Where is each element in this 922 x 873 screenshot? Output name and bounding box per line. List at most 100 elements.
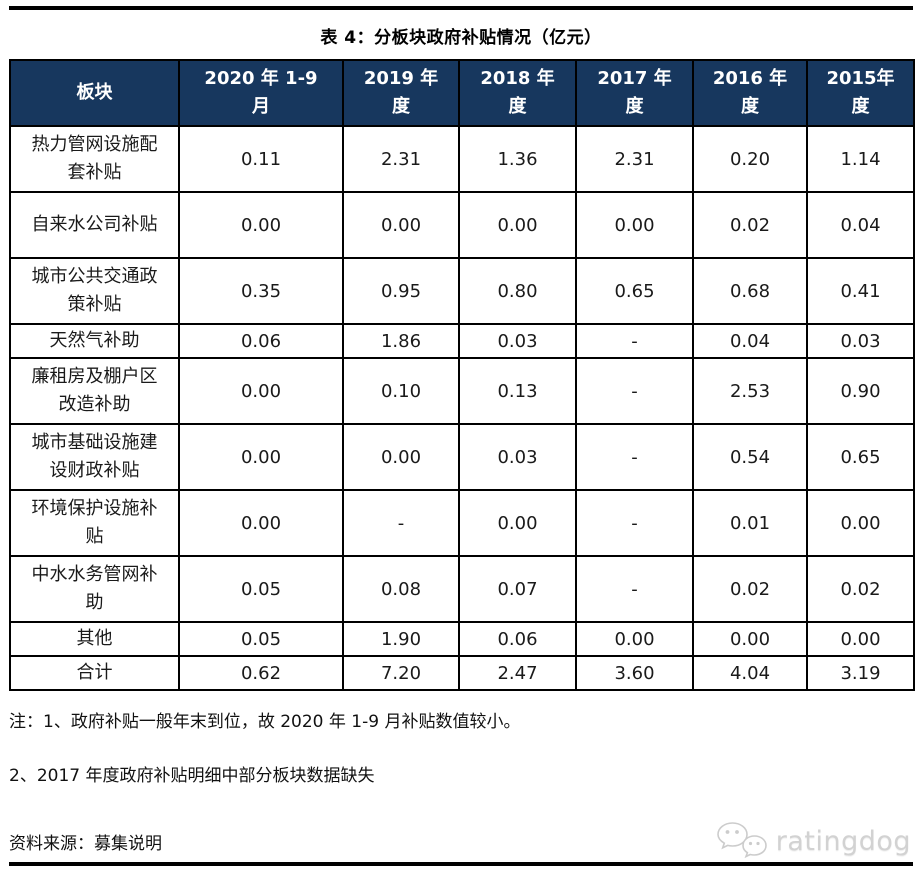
cell-value: 0.62: [178, 655, 344, 691]
note-1: 注：1、政府补贴一般年末到位，故 2020 年 1-9 月补贴数值较小。: [9, 712, 521, 732]
table-row: 城市基础设施建设财政补贴 0.00 0.00 0.03-0.54 0.65: [9, 423, 915, 491]
cell-value: 0.10: [342, 357, 460, 425]
cell-value: 0.00: [342, 191, 460, 259]
cell-value: 0.00: [692, 621, 808, 657]
cell-value: 0.05: [178, 621, 344, 657]
footer-row: 资料来源：募集说明 ratingdog: [9, 819, 913, 865]
table-row: 中水水务管网补助 0.05 0.08 0.07-0.02 0.02: [9, 555, 915, 623]
cell-value: 0.00: [806, 489, 915, 557]
cell-value: 0.00: [575, 191, 694, 259]
table-row: 热力管网设施配套补贴 0.11 2.31 1.36 2.31 0.20 1.14: [9, 125, 915, 193]
cell-value: 0.65: [575, 257, 694, 325]
cell-value: 0.00: [342, 423, 460, 491]
cell-value: -: [575, 423, 694, 491]
cell-value: 0.03: [458, 423, 577, 491]
row-label: 城市基础设施建设财政补贴: [9, 423, 180, 491]
data-source-label: 资料来源：募集说明: [9, 834, 162, 855]
cell-value: 2.53: [692, 357, 808, 425]
cell-value: 0.04: [806, 191, 915, 259]
table-row: 天然气补助 0.06 1.86 0.03-0.04 0.03: [9, 323, 915, 359]
column-header: 2020 年 1-9 月: [178, 59, 344, 127]
cell-value: 0.11: [178, 125, 344, 193]
cell-value: 0.90: [806, 357, 915, 425]
cell-value: -: [575, 357, 694, 425]
cell-value: 0.07: [458, 555, 577, 623]
cell-value: -: [342, 489, 460, 557]
header-row: 板块 2020 年 1-9 月 2019 年度 2018 年度 2017 年度 2016 年…: [9, 59, 915, 127]
row-label: 自来水公司补贴: [9, 191, 180, 259]
table-row: 其他 0.05 1.90 0.06 0.00 0.00 0.00: [9, 621, 915, 657]
top-divider: [9, 6, 913, 10]
wechat-chat-bubbles-icon: [714, 819, 770, 865]
table-row: 城市公共交通政策补贴 0.35 0.95 0.80 0.65 0.68 0.41: [9, 257, 915, 325]
cell-value: 4.04: [692, 655, 808, 691]
column-header: 2015年度: [806, 59, 915, 127]
table-row: 廉租房及棚户区改造补助 0.00 0.10 0.13-2.53 0.90: [9, 357, 915, 425]
table-row: 合计 0.62 7.20 2.47 3.60 4.04 3.19: [9, 655, 915, 691]
table-header: 板块 2020 年 1-9 月 2019 年度 2018 年度 2017 年度 2016 年…: [9, 59, 915, 127]
cell-value: 0.13: [458, 357, 577, 425]
cell-value: 7.20: [342, 655, 460, 691]
column-header: 2017 年度: [575, 59, 694, 127]
row-label: 热力管网设施配套补贴: [9, 125, 180, 193]
cell-value: 0.06: [458, 621, 577, 657]
table-notes: 注：1、政府补贴一般年末到位，故 2020 年 1-9 月补贴数值较小。 2、2…: [9, 711, 913, 789]
cell-value: 0.05: [178, 555, 344, 623]
subsidy-table: 板块 2020 年 1-9 月 2019 年度 2018 年度 2017 年度 2016 年…: [9, 59, 915, 691]
cell-value: 3.19: [806, 655, 915, 691]
cell-value: 0.95: [342, 257, 460, 325]
column-header: 2016 年度: [692, 59, 808, 127]
cell-value: 0.00: [178, 191, 344, 259]
cell-value: 0.00: [458, 489, 577, 557]
cell-value: 0.00: [806, 621, 915, 657]
row-label: 中水水务管网补助: [9, 555, 180, 623]
cell-value: 3.60: [575, 655, 694, 691]
table-body: 热力管网设施配套补贴 0.11 2.31 1.36 2.31 0.20 1.14 自来水公司补…: [9, 125, 915, 691]
cell-value: 1.90: [342, 621, 460, 657]
column-header: 2019 年度: [342, 59, 460, 127]
cell-value: 0.41: [806, 257, 915, 325]
table-row: 自来水公司补贴 0.00 0.00 0.00 0.00 0.02 0.04: [9, 191, 915, 259]
cell-value: 0.00: [458, 191, 577, 259]
row-label: 环境保护设施补贴: [9, 489, 180, 557]
cell-value: 0.00: [178, 423, 344, 491]
cell-value: 0.65: [806, 423, 915, 491]
cell-value: -: [575, 555, 694, 623]
table-title: 表 4：分板块政府补贴情况（亿元）: [320, 28, 602, 48]
cell-value: 0.03: [458, 323, 577, 359]
cell-value: -: [575, 323, 694, 359]
row-label: 天然气补助: [9, 323, 180, 359]
row-label: 廉租房及棚户区改造补助: [9, 357, 180, 425]
cell-value: 0.02: [806, 555, 915, 623]
cell-value: 0.00: [178, 357, 344, 425]
ratingdog-watermark: ratingdog: [714, 819, 911, 865]
row-label: 合计: [9, 655, 180, 691]
cell-value: 0.08: [342, 555, 460, 623]
cell-value: 0.02: [692, 555, 808, 623]
table-row: 环境保护设施补贴 0.00-0.00-0.01 0.00: [9, 489, 915, 557]
cell-value: -: [575, 489, 694, 557]
cell-value: 0.80: [458, 257, 577, 325]
cell-value: 0.00: [178, 489, 344, 557]
cell-value: 0.06: [178, 323, 344, 359]
cell-value: 0.20: [692, 125, 808, 193]
bottom-divider: [9, 862, 913, 866]
cell-value: 0.01: [692, 489, 808, 557]
cell-value: 0.03: [806, 323, 915, 359]
cell-value: 0.68: [692, 257, 808, 325]
cell-value: 1.14: [806, 125, 915, 193]
cell-value: 0.35: [178, 257, 344, 325]
column-header: 板块: [9, 59, 180, 127]
cell-value: 0.04: [692, 323, 808, 359]
cell-value: 2.47: [458, 655, 577, 691]
cell-value: 1.86: [342, 323, 460, 359]
row-label: 城市公共交通政策补贴: [9, 257, 180, 325]
cell-value: 1.36: [458, 125, 577, 193]
brand-name: ratingdog: [775, 826, 911, 858]
cell-value: 2.31: [342, 125, 460, 193]
row-label: 其他: [9, 621, 180, 657]
column-header: 2018 年度: [458, 59, 577, 127]
cell-value: 0.54: [692, 423, 808, 491]
cell-value: 2.31: [575, 125, 694, 193]
